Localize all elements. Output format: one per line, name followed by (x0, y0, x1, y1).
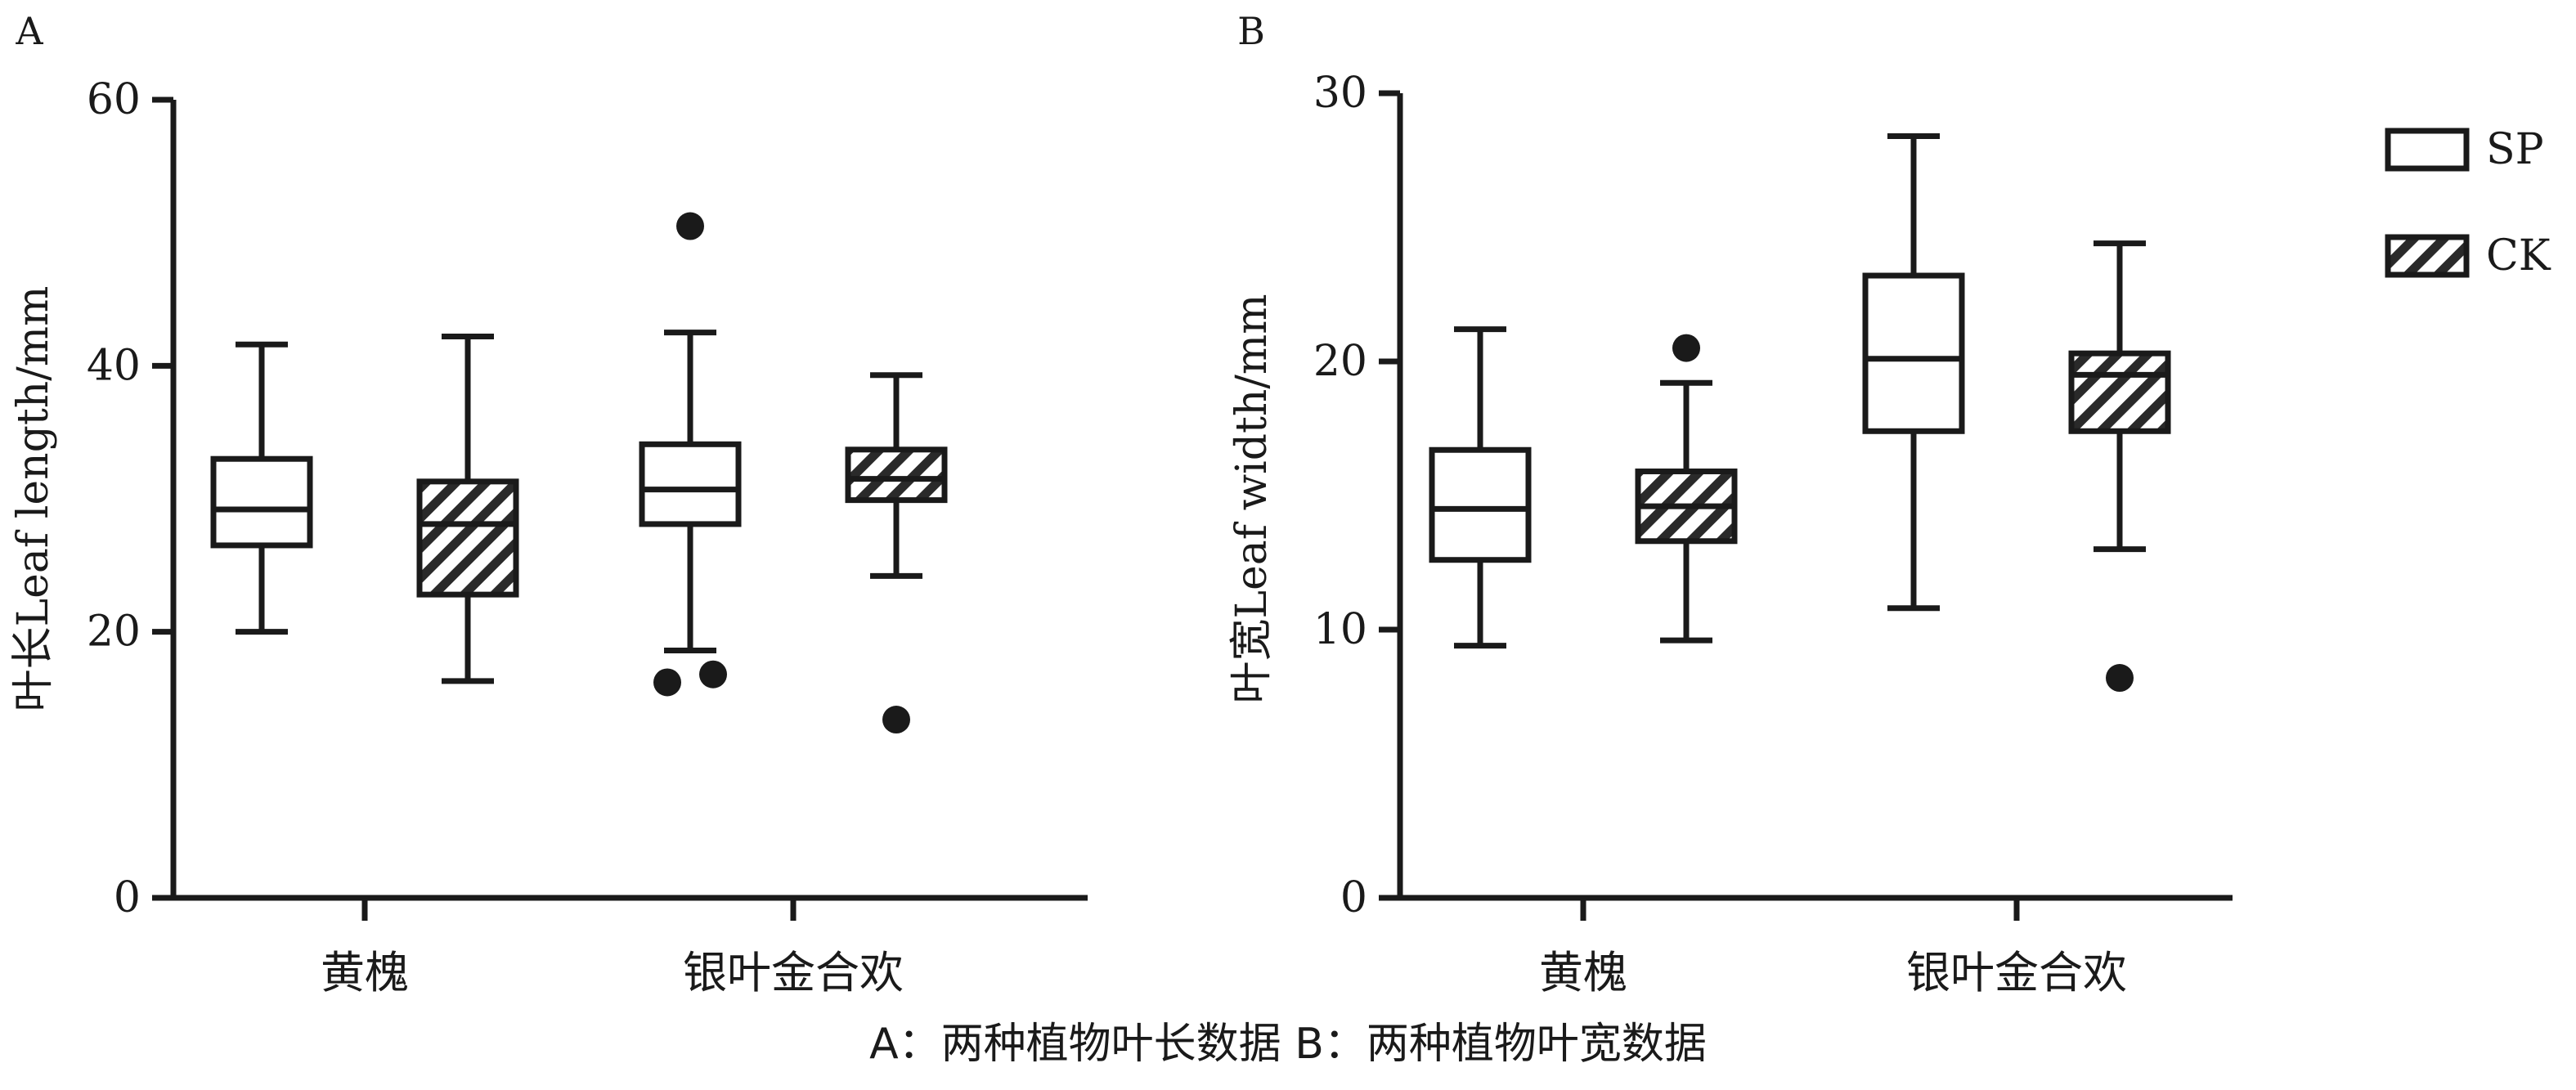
panel-label: B (1237, 9, 1265, 53)
legend-label: CK (2486, 231, 2551, 280)
box-ck-1 (2068, 240, 2171, 693)
x-tick-label: 黄槐 (321, 947, 409, 998)
box-body (2068, 350, 2171, 434)
panel-label: A (15, 9, 43, 53)
x-tick-label: 银叶金合欢 (1906, 947, 2127, 998)
y-tick-label: 10 (1313, 605, 1367, 654)
outlier-point (699, 660, 727, 689)
box-body (1862, 272, 1965, 434)
legend-label: SP (2486, 125, 2544, 174)
legend-swatch (2385, 128, 2470, 172)
y-tick-label: 20 (1313, 337, 1367, 386)
y-axis-title: 叶长Leaf length/mm (9, 286, 58, 712)
y-tick-label: 30 (1313, 69, 1367, 118)
x-tick-label: 银叶金合欢 (683, 947, 904, 998)
x-tick-label: 黄槐 (1539, 947, 1627, 998)
outlier-point (653, 668, 681, 697)
y-tick-label: 40 (87, 341, 141, 390)
outlier-point (676, 212, 704, 240)
outlier-point (2106, 664, 2134, 693)
box-body (1429, 446, 1532, 563)
box-sp-1 (639, 212, 742, 697)
panel-b: B 0 10 20 30 叶宽Leaf width/mm 黄槐 银叶金合欢 (1227, 9, 2233, 998)
box-body (416, 478, 519, 598)
y-tick-label: 0 (1340, 873, 1367, 922)
figure-caption: A：两种植物叶长数据 B：两种植物叶宽数据 (869, 1020, 1707, 1069)
box-sp-0 (210, 341, 313, 635)
box-ck-0 (1635, 334, 1738, 644)
y-tick-label: 0 (114, 873, 141, 922)
y-tick-label: 60 (87, 75, 141, 124)
box-ck-0 (416, 334, 519, 684)
box-body (845, 446, 948, 504)
outlier-point (1672, 334, 1700, 362)
box-sp-0 (1429, 326, 1532, 649)
panel-a: A 0 20 40 60 叶长Leaf length/mm 黄槐 银叶金合欢 (9, 9, 1088, 998)
legend-swatch (2385, 234, 2470, 278)
legend-item-ck: CK (2385, 231, 2551, 280)
box-ck-1 (845, 372, 948, 734)
y-axis-title: 叶宽Leaf width/mm (1227, 294, 1277, 703)
legend-item-sp: SP (2385, 125, 2544, 174)
y-tick-label: 20 (87, 608, 141, 657)
box-sp-1 (1862, 132, 1965, 612)
legend: SP CK (2385, 125, 2551, 280)
box-body (210, 455, 313, 549)
outlier-point (882, 706, 910, 734)
box-body (639, 441, 742, 527)
